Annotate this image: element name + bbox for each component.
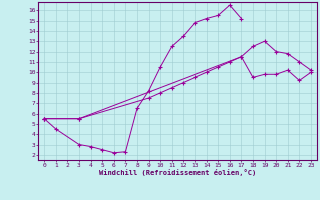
X-axis label: Windchill (Refroidissement éolien,°C): Windchill (Refroidissement éolien,°C) — [99, 169, 256, 176]
